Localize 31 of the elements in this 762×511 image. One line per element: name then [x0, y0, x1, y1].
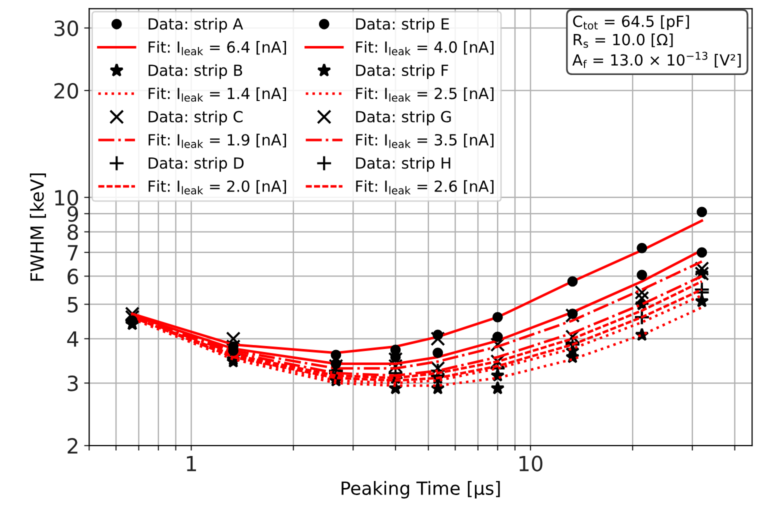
x-tick-label: 1 — [186, 456, 196, 472]
y-tick-label: 3 — [68, 376, 78, 392]
y-tick-label: 30 — [54, 20, 78, 36]
legend-label: Fit: I$_{leak}$ = 3.5 [nA] — [356, 134, 494, 148]
legend-label: Data: strip A — [148, 18, 244, 33]
y-axis-title: FWHM [keV] — [30, 173, 46, 281]
legend-label: Data: strip E — [356, 18, 449, 33]
legend-label: Fit: I$_{leak}$ = 6.4 [nA] — [148, 41, 286, 56]
y-tick-label: 9 — [67, 206, 78, 222]
y-tick-label: 6 — [68, 268, 78, 284]
legend-label: Data: strip D — [148, 156, 244, 172]
y-tick-label: 10 — [55, 190, 78, 206]
legend-label: Fit: I$_{leak}$ = 2.5 [nA] — [356, 87, 494, 102]
legend-label: Fit: I$_{leak}$ = 2.6 [nA] — [356, 180, 494, 194]
legend-label: Data: strip B — [148, 64, 242, 80]
y-tick-label: 5 — [68, 297, 78, 313]
y-tick-label: 7 — [68, 245, 78, 260]
x-axis-title: Peaking Time [µs] — [342, 481, 500, 499]
text: C$_{tot}$ = 64.5 [pF] R$_{s}$ = 10.0 [Ω] A$_{f}$ = 13.0 × 10$^{−13}$ [V²] — [572, 15, 741, 68]
y-tick-label: 4 — [67, 331, 78, 347]
legend-label: Data: strip G — [356, 110, 451, 126]
legend-label: Fit: I$_{leak}$ = 1.9 [nA] — [148, 134, 286, 148]
legend-label: Fit: I$_{leak}$ = 2.0 [nA] — [148, 180, 286, 194]
legend-label: Fit: I$_{leak}$ = 1.4 [nA] — [148, 87, 286, 102]
y-tick-label: 8 — [68, 224, 78, 240]
y-tick-label: 2 — [68, 438, 78, 454]
legend-label: Data: strip C — [148, 110, 243, 126]
legend-label: Data: strip F — [356, 64, 448, 80]
y-tick-label: 20 — [54, 82, 78, 99]
legend-label: Data: strip H — [356, 156, 450, 172]
legend-label: Fit: I$_{leak}$ = 4.0 [nA] — [356, 41, 494, 56]
